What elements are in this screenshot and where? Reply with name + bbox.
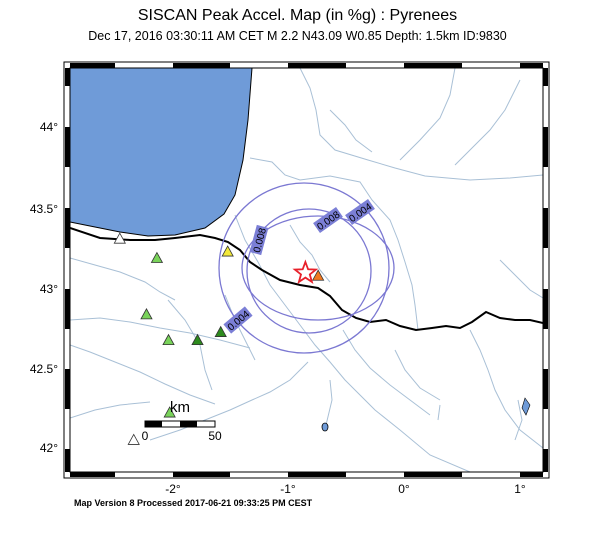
lat-tick-label: 43° xyxy=(40,282,58,296)
scale-end-label: 50 xyxy=(208,429,222,443)
station-icon xyxy=(163,406,176,418)
lake xyxy=(321,422,329,432)
sea-area xyxy=(70,68,253,237)
map-subtitle: Dec 17, 2016 03:30:11 AM CET M 2.2 N43.0… xyxy=(88,29,507,43)
station-icon xyxy=(191,333,204,346)
station-icon xyxy=(150,251,164,263)
national-border xyxy=(70,227,543,332)
station-icon xyxy=(214,325,227,337)
lon-tick-labels: -2° -1° 0° 1° xyxy=(165,482,526,496)
station-icon xyxy=(113,232,126,244)
lon-tick-label: 0° xyxy=(398,482,410,496)
scale-start-label: 0 xyxy=(142,429,149,443)
star-icon xyxy=(292,259,319,284)
lon-tick-label: -1° xyxy=(280,482,296,496)
station-icon xyxy=(311,269,325,281)
map-title: SISCAN Peak Accel. Map (in %g) : Pyrenee… xyxy=(137,7,458,24)
scale-bar: km 0 50 xyxy=(142,399,222,443)
lon-tick-label: 1° xyxy=(514,482,526,496)
lat-tick-labels: 44° 43.5° 43° 42.5° 42° xyxy=(30,120,58,455)
river-network xyxy=(70,68,543,472)
station-icon xyxy=(140,308,153,320)
pga-contours xyxy=(218,182,395,354)
station-icon xyxy=(162,333,175,346)
lat-tick-label: 42° xyxy=(40,441,58,455)
station-markers xyxy=(113,232,325,445)
contour-label: 0.008 xyxy=(252,226,269,253)
lat-tick-label: 43.5° xyxy=(30,202,58,216)
map-frame xyxy=(63,61,550,479)
station-icon xyxy=(127,433,140,445)
station-icon xyxy=(221,245,234,257)
lat-tick-label: 42.5° xyxy=(30,362,58,376)
map-area xyxy=(70,68,543,472)
map-footer: Map Version 8 Processed 2017-06-21 09:33… xyxy=(74,498,313,508)
lat-tick-label: 44° xyxy=(40,120,58,134)
lon-tick-label: -2° xyxy=(165,482,181,496)
scale-title: km xyxy=(170,399,190,416)
lake xyxy=(521,397,531,416)
